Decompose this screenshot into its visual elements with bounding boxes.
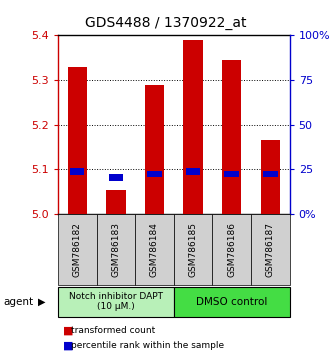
Bar (68, 67, 87, 214)
Bar (260, 141, 280, 214)
Bar (183, 40, 203, 214)
Text: GSM786182: GSM786182 (73, 222, 82, 277)
Bar (70, 169, 84, 175)
Text: GSM786183: GSM786183 (111, 222, 120, 277)
Text: Notch inhibitor DAPT
(10 μM.): Notch inhibitor DAPT (10 μM.) (69, 292, 163, 312)
Text: transformed count: transformed count (71, 326, 156, 336)
Bar (145, 85, 164, 214)
Bar (109, 174, 123, 181)
Text: GSM786187: GSM786187 (266, 222, 275, 277)
Bar (224, 171, 239, 177)
Bar (106, 190, 125, 214)
Text: GSM786186: GSM786186 (227, 222, 236, 277)
Text: agent: agent (3, 297, 33, 307)
Text: ■: ■ (63, 326, 73, 336)
Text: GSM786185: GSM786185 (189, 222, 198, 277)
Text: ▶: ▶ (38, 297, 46, 307)
Text: ■: ■ (63, 340, 73, 350)
Text: GSM786184: GSM786184 (150, 222, 159, 277)
Text: percentile rank within the sample: percentile rank within the sample (71, 341, 224, 350)
Text: GDS4488 / 1370922_at: GDS4488 / 1370922_at (85, 16, 246, 30)
Bar (186, 169, 200, 175)
Text: DMSO control: DMSO control (196, 297, 267, 307)
Bar (147, 171, 162, 177)
Bar (263, 171, 278, 177)
Bar (222, 60, 241, 214)
